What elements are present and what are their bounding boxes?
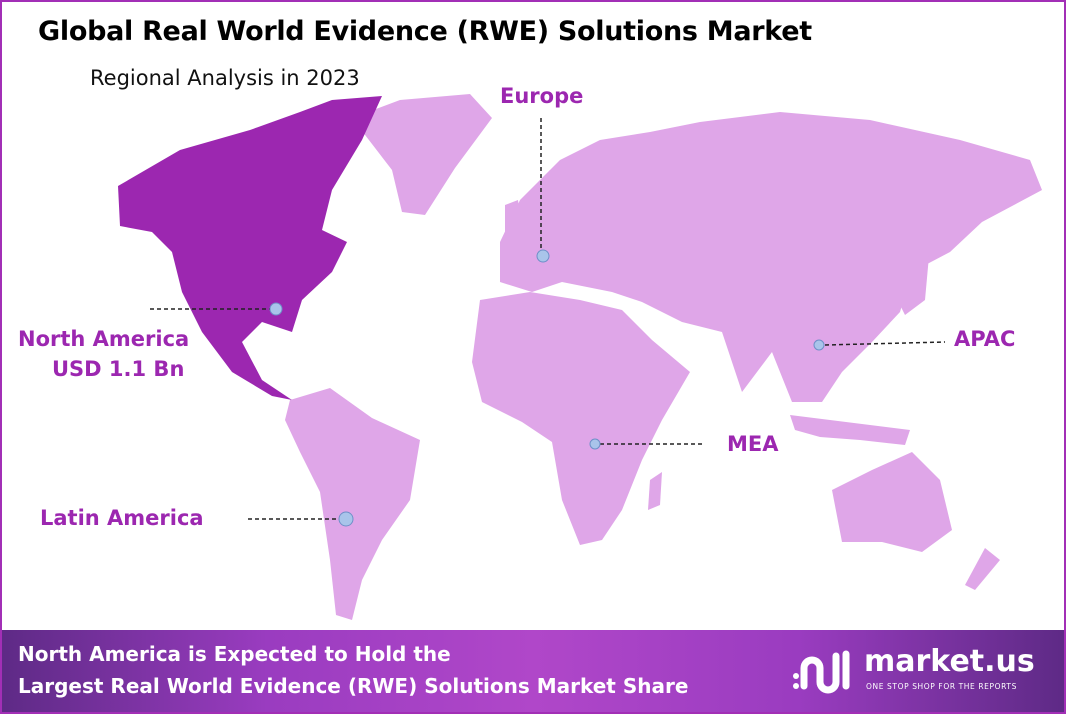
uk-shape [505,200,522,238]
market-us-logo-icon [793,650,850,694]
eurasia-shape [500,112,1042,402]
brand-name: market.us [864,644,1035,679]
page-subtitle: Regional Analysis in 2023 [90,66,360,90]
north-america-value: USD 1.1 Bn [52,357,185,381]
europe-label: Europe [500,84,584,108]
footer-banner: North America is Expected to Hold the La… [2,630,1064,712]
greenland-shape [352,94,492,215]
north-america-label: North America [18,327,190,351]
south-america-shape [285,388,420,620]
indonesia-shape [790,415,910,445]
africa-shape [472,292,690,545]
latin-america-label: Latin America [40,506,204,530]
brand-tagline: ONE STOP SHOP FOR THE REPORTS [866,682,1017,691]
north-america-shape [118,96,382,400]
mea-label: MEA [727,432,779,456]
latin-america-marker [338,511,354,527]
madagascar-shape [648,472,662,510]
australia-shape [832,452,952,552]
footer-line-2: Largest Real World Evidence (RWE) Soluti… [18,674,689,698]
europe-marker [536,249,550,263]
mea-marker [589,438,601,450]
apac-marker [813,339,825,351]
north-america-marker [269,302,283,316]
apac-label: APAC [954,327,1016,351]
footer-line-1: North America is Expected to Hold the [18,642,451,666]
page-title: Global Real World Evidence (RWE) Solutio… [38,16,812,47]
japan-shape [900,245,930,315]
new-zealand-shape [965,548,1000,590]
apac-leader-line [824,341,946,346]
